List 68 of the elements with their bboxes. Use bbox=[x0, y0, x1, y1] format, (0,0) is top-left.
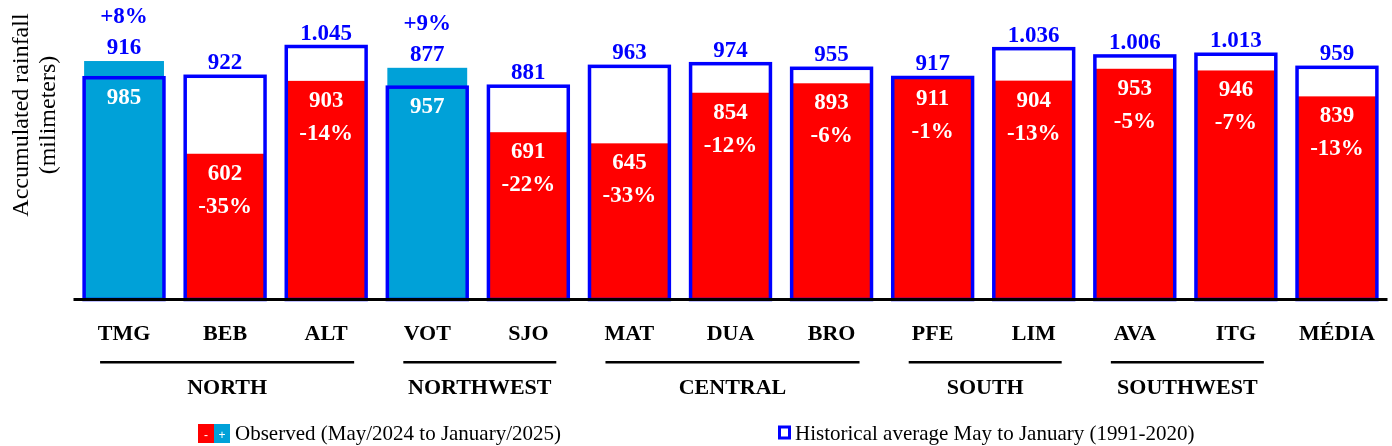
annotation: +9% bbox=[403, 9, 452, 35]
x-tick-label: MAT bbox=[604, 320, 655, 345]
data-label: 1.036 bbox=[1007, 21, 1060, 47]
data-label: 1.045 bbox=[300, 19, 353, 45]
data-label: 911 bbox=[916, 84, 950, 110]
x-tick-label: ITG bbox=[1215, 320, 1257, 345]
x-tick-label: MÉDIA bbox=[1299, 320, 1375, 345]
bar bbox=[589, 143, 670, 300]
data-label: 953 bbox=[1117, 74, 1153, 100]
data-label: 839 bbox=[1319, 102, 1355, 128]
x-tick-label: PFE bbox=[911, 320, 954, 345]
data-label: 903 bbox=[308, 86, 344, 112]
annotation: -7% bbox=[1214, 109, 1257, 135]
annotation: -12% bbox=[703, 131, 758, 157]
text: SOUTHWEST bbox=[1117, 374, 1258, 399]
legend-label: Observed (May/2024 to January/2025) bbox=[235, 421, 562, 445]
legend-label: Historical average May to January (1991-2020) bbox=[795, 421, 1195, 445]
data-label: 955 bbox=[814, 41, 849, 67]
data-label: 917 bbox=[915, 50, 950, 76]
data-label: 974 bbox=[713, 36, 749, 62]
annotation: -13% bbox=[1310, 135, 1364, 161]
data-label: 1.006 bbox=[1108, 28, 1161, 54]
annotation: +8% bbox=[100, 3, 148, 29]
data-label: 916 bbox=[106, 34, 142, 60]
x-tick-label: TMG bbox=[97, 320, 151, 345]
data-label: 1.013 bbox=[1210, 27, 1262, 53]
x-tick-label: BEB bbox=[203, 320, 248, 345]
bar bbox=[1297, 96, 1377, 300]
text: - bbox=[204, 428, 208, 442]
text: CENTRAL bbox=[678, 374, 787, 399]
data-label: 946 bbox=[1218, 76, 1254, 102]
text: + bbox=[218, 428, 226, 442]
annotation: -1% bbox=[911, 117, 954, 143]
data-label: 881 bbox=[511, 59, 546, 85]
data-label: 854 bbox=[713, 98, 749, 124]
text: SOUTH bbox=[946, 374, 1024, 399]
bar bbox=[286, 80, 367, 300]
x-tick-label: DUA bbox=[706, 320, 755, 345]
bar bbox=[993, 80, 1074, 300]
data-label: 645 bbox=[612, 149, 647, 175]
data-label: 893 bbox=[814, 89, 849, 115]
data-label: 922 bbox=[207, 49, 243, 75]
data-label: 904 bbox=[1016, 86, 1052, 112]
data-label: 957 bbox=[410, 93, 445, 119]
bar bbox=[488, 132, 569, 300]
annotation: -6% bbox=[810, 122, 853, 148]
x-tick-label: VOT bbox=[403, 320, 452, 345]
data-label: 959 bbox=[1319, 40, 1355, 66]
x-tick-label: BRO bbox=[807, 320, 856, 345]
x-tick-label: AVA bbox=[1113, 320, 1156, 345]
text: NORTHWEST bbox=[408, 374, 552, 399]
x-tick-label: ALT bbox=[304, 320, 349, 345]
annotation: -22% bbox=[501, 171, 556, 197]
text: NORTH bbox=[187, 374, 268, 399]
data-label: 602 bbox=[207, 159, 243, 185]
annotation: -33% bbox=[602, 182, 657, 208]
y-axis-title: Accumulated rainfall (milimeters) bbox=[7, 13, 60, 217]
data-label: 691 bbox=[511, 138, 546, 164]
data-label: 985 bbox=[106, 83, 142, 109]
bar bbox=[690, 92, 771, 300]
x-tick-label: LIM bbox=[1011, 320, 1056, 345]
x-tick-label: SJO bbox=[508, 320, 549, 345]
annotation: -14% bbox=[299, 119, 354, 145]
data-label: 963 bbox=[612, 39, 647, 65]
annotation: -13% bbox=[1006, 119, 1061, 145]
data-label: 877 bbox=[410, 40, 445, 66]
annotation: -35% bbox=[198, 192, 252, 218]
annotation: -5% bbox=[1113, 107, 1156, 133]
